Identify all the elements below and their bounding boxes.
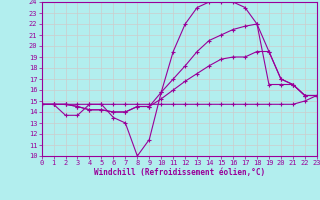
X-axis label: Windchill (Refroidissement éolien,°C): Windchill (Refroidissement éolien,°C) bbox=[94, 168, 265, 177]
